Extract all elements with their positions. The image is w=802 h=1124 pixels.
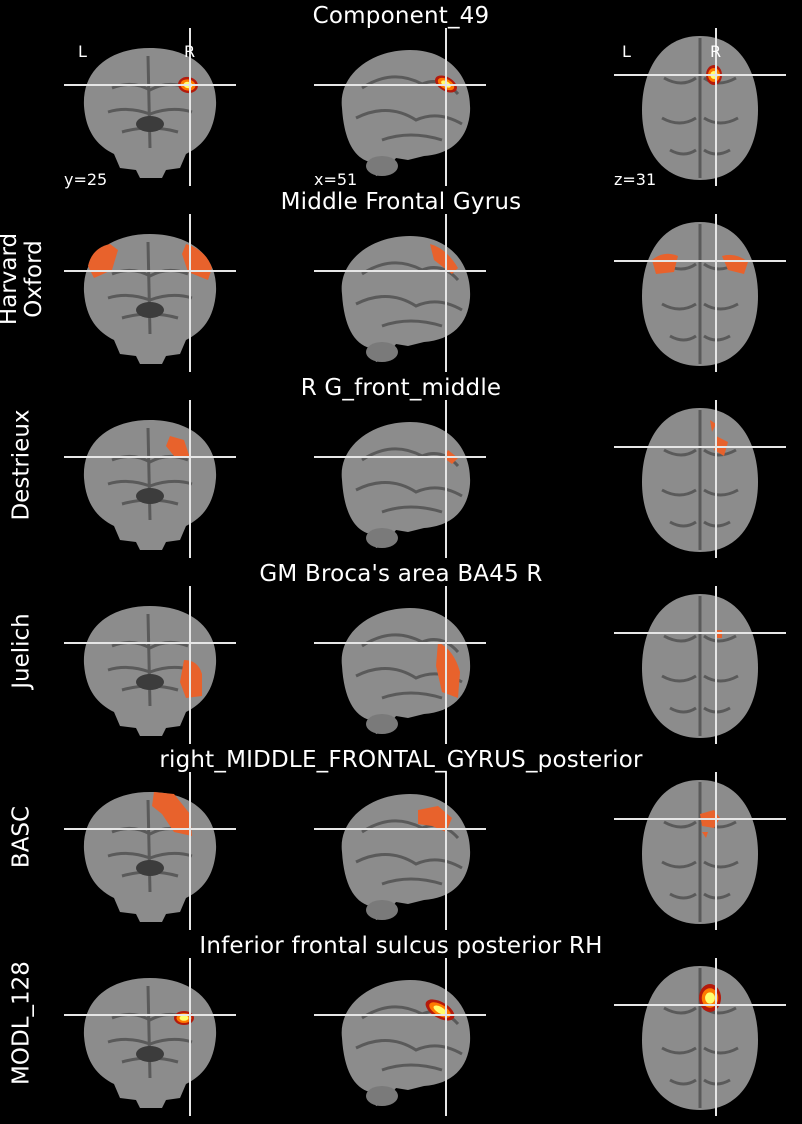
- slice-coordinate-label: y=25: [64, 170, 108, 189]
- axial-view-panel: [612, 214, 788, 372]
- sagittal-view-panel: [312, 772, 488, 930]
- sagittal-view-panel: [312, 586, 488, 744]
- row-title: Inferior frontal sulcus posterior RH: [199, 933, 603, 959]
- coronal-view-panel: [62, 772, 238, 930]
- atlas-region-overlay: [430, 244, 458, 274]
- axial-view-panel: [612, 586, 788, 744]
- atlas-region-overlay: [166, 436, 190, 458]
- sagittal-brain-slice: [341, 422, 471, 548]
- atlas-label: MODL_128: [8, 961, 35, 1085]
- row-title: R G_front_middle: [300, 375, 502, 401]
- sagittal-brain-slice: [341, 236, 471, 362]
- atlas-label: BASC: [8, 805, 35, 869]
- figure-row: Middle Frontal Gyrus Harvard Oxford: [0, 186, 802, 372]
- row-title: right_MIDDLE_FRONTAL_GYRUS_posterior: [159, 747, 643, 773]
- figure-row: R G_front_middle Destrieux: [0, 372, 802, 558]
- atlas-region-overlay: [418, 806, 452, 832]
- slice-coordinate-label: x=51: [314, 170, 358, 189]
- atlas-region-overlay: [88, 244, 118, 278]
- coronal-view-panel: [62, 400, 238, 558]
- sagittal-view-panel: [312, 400, 488, 558]
- figure-row: right_MIDDLE_FRONTAL_GYRUS_posterior BASC: [0, 744, 802, 930]
- sagittal-brain-slice: [341, 794, 471, 920]
- orientation-right-label: R: [710, 42, 722, 61]
- row-title: Component_49: [312, 3, 490, 29]
- atlas-region-overlay: [152, 792, 192, 836]
- coronal-view-panel: [62, 958, 238, 1116]
- atlas-region-overlay: [652, 253, 678, 274]
- atlas-region-overlay: [710, 420, 716, 432]
- sagittal-brain-slice: [341, 50, 471, 176]
- axial-view-panel: [612, 28, 788, 186]
- orientation-right-label: R: [184, 42, 196, 61]
- atlas-region-overlay: [436, 642, 460, 698]
- coronal-view-panel: [62, 586, 238, 744]
- row-title: GM Broca's area BA45 R: [259, 561, 543, 587]
- axial-view-panel: [612, 400, 788, 558]
- atlas-label: Juelich: [8, 613, 35, 689]
- slice-coordinate-label: z=31: [614, 170, 657, 189]
- row-title: Middle Frontal Gyrus: [280, 189, 522, 215]
- coronal-view-panel: [62, 28, 238, 186]
- sagittal-brain-slice: [341, 980, 471, 1106]
- orientation-left-label: L: [622, 42, 631, 61]
- figure-row: Inferior frontal sulcus posterior RH MODL…: [0, 930, 802, 1116]
- axial-view-panel: [612, 958, 788, 1116]
- figure-row: GM Broca's area BA45 R Juelich: [0, 558, 802, 744]
- atlas-region-overlay: [722, 254, 748, 274]
- orientation-left-label: L: [78, 42, 87, 61]
- atlas-label: Harvard Oxford: [0, 232, 47, 326]
- atlas-label: Destrieux: [8, 409, 35, 521]
- sagittal-view-panel: [312, 28, 488, 186]
- axial-view-panel: [612, 772, 788, 930]
- sagittal-view-panel: [312, 214, 488, 372]
- sagittal-view-panel: [312, 958, 488, 1116]
- atlas-region-overlay: [702, 832, 708, 838]
- coronal-view-panel: [62, 214, 238, 372]
